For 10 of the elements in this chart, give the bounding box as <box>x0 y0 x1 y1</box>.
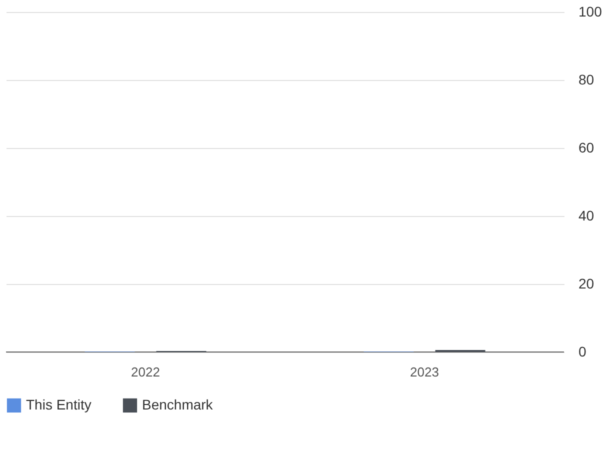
x-tick-label: 2022 <box>131 364 160 380</box>
legend-label: Benchmark <box>142 396 214 412</box>
y-tick-label: 40 <box>578 208 594 224</box>
x-tick-label: 2023 <box>410 364 439 380</box>
y-tick-label: 20 <box>578 276 594 292</box>
y-tick-label: 60 <box>578 140 594 156</box>
y-tick-label: 0 <box>578 344 586 360</box>
y-tick-label: 80 <box>578 72 594 88</box>
legend-label: This Entity <box>26 396 92 412</box>
y-tick-label: 100 <box>578 4 602 20</box>
